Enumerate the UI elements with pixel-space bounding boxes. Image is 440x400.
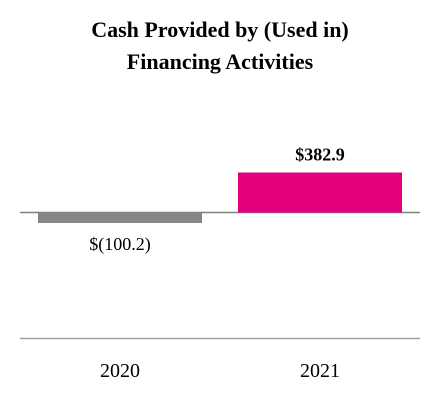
chart-title-line-1: Cash Provided by (Used in) [91,17,349,42]
data-label-2021: $382.9 [295,145,345,165]
chart-title-line-2: Financing Activities [126,49,314,74]
data-label-2020: $(100.2) [89,234,151,255]
bar-2020 [38,212,202,223]
bar-2021 [238,172,402,213]
x-tick-label-2021: 2021 [300,360,340,382]
x-tick-label-2020: 2020 [100,360,140,382]
chart-title: Cash Provided by (Used in) Financing Act… [0,14,440,78]
bar-marks: $(100.2) 2020 $382.9 2021 [38,145,402,382]
